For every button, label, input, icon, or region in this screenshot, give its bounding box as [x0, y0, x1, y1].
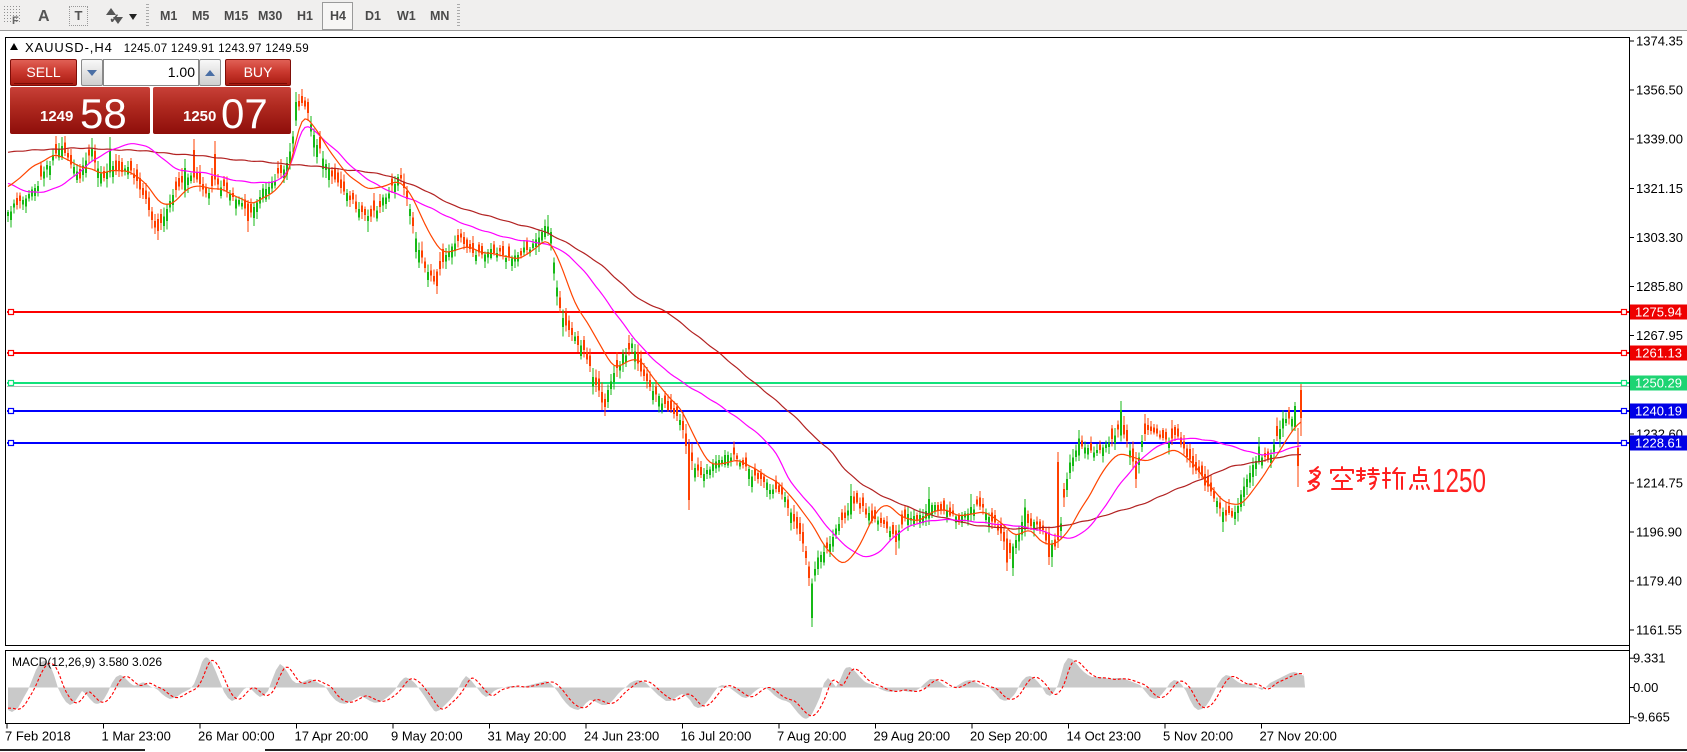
- svg-text:1339.00: 1339.00: [1636, 132, 1683, 147]
- svg-text:9.331: 9.331: [1633, 651, 1666, 666]
- svg-text:1374.35: 1374.35: [1636, 34, 1683, 49]
- svg-text:1214.75: 1214.75: [1636, 475, 1683, 490]
- svg-text:1228.61: 1228.61: [1635, 436, 1682, 451]
- svg-text:1196.90: 1196.90: [1636, 525, 1682, 540]
- svg-text:1 Mar 23:00: 1 Mar 23:00: [102, 729, 171, 744]
- svg-text:1179.40: 1179.40: [1636, 574, 1682, 589]
- svg-text:9 May 20:00: 9 May 20:00: [391, 729, 463, 744]
- svg-text:29 Aug 20:00: 29 Aug 20:00: [874, 729, 951, 744]
- svg-text:1321.15: 1321.15: [1636, 181, 1683, 196]
- svg-text:1356.50: 1356.50: [1636, 83, 1683, 98]
- svg-text:1250: 1250: [1432, 462, 1486, 499]
- svg-text:1303.30: 1303.30: [1636, 230, 1683, 245]
- svg-text:7 Feb 2018: 7 Feb 2018: [5, 729, 71, 744]
- svg-text:24 Jun 23:00: 24 Jun 23:00: [584, 729, 659, 744]
- svg-text:1267.95: 1267.95: [1636, 328, 1683, 343]
- svg-text:20 Sep 20:00: 20 Sep 20:00: [970, 729, 1047, 744]
- svg-text:16 Jul 20:00: 16 Jul 20:00: [681, 729, 752, 744]
- svg-text:27 Nov 20:00: 27 Nov 20:00: [1260, 729, 1337, 744]
- svg-text:14 Oct 23:00: 14 Oct 23:00: [1067, 729, 1141, 744]
- svg-text:1285.80: 1285.80: [1636, 279, 1683, 294]
- svg-text:1250.29: 1250.29: [1635, 376, 1682, 391]
- svg-text:1240.19: 1240.19: [1635, 404, 1682, 419]
- svg-text:26 Mar 00:00: 26 Mar 00:00: [198, 729, 275, 744]
- svg-text:1275.94: 1275.94: [1635, 305, 1682, 320]
- svg-text:5 Nov 20:00: 5 Nov 20:00: [1163, 729, 1233, 744]
- svg-text:1261.13: 1261.13: [1635, 346, 1682, 361]
- svg-text:MACD(12,26,9) 3.580 3.026: MACD(12,26,9) 3.580 3.026: [12, 655, 162, 669]
- svg-text:7 Aug 20:00: 7 Aug 20:00: [777, 729, 846, 744]
- svg-text:31 May 20:00: 31 May 20:00: [488, 729, 567, 744]
- svg-text:0.00: 0.00: [1633, 680, 1658, 695]
- svg-text:-9.665: -9.665: [1633, 709, 1670, 724]
- svg-text:17 Apr 20:00: 17 Apr 20:00: [295, 729, 369, 744]
- svg-text:1161.55: 1161.55: [1636, 623, 1682, 638]
